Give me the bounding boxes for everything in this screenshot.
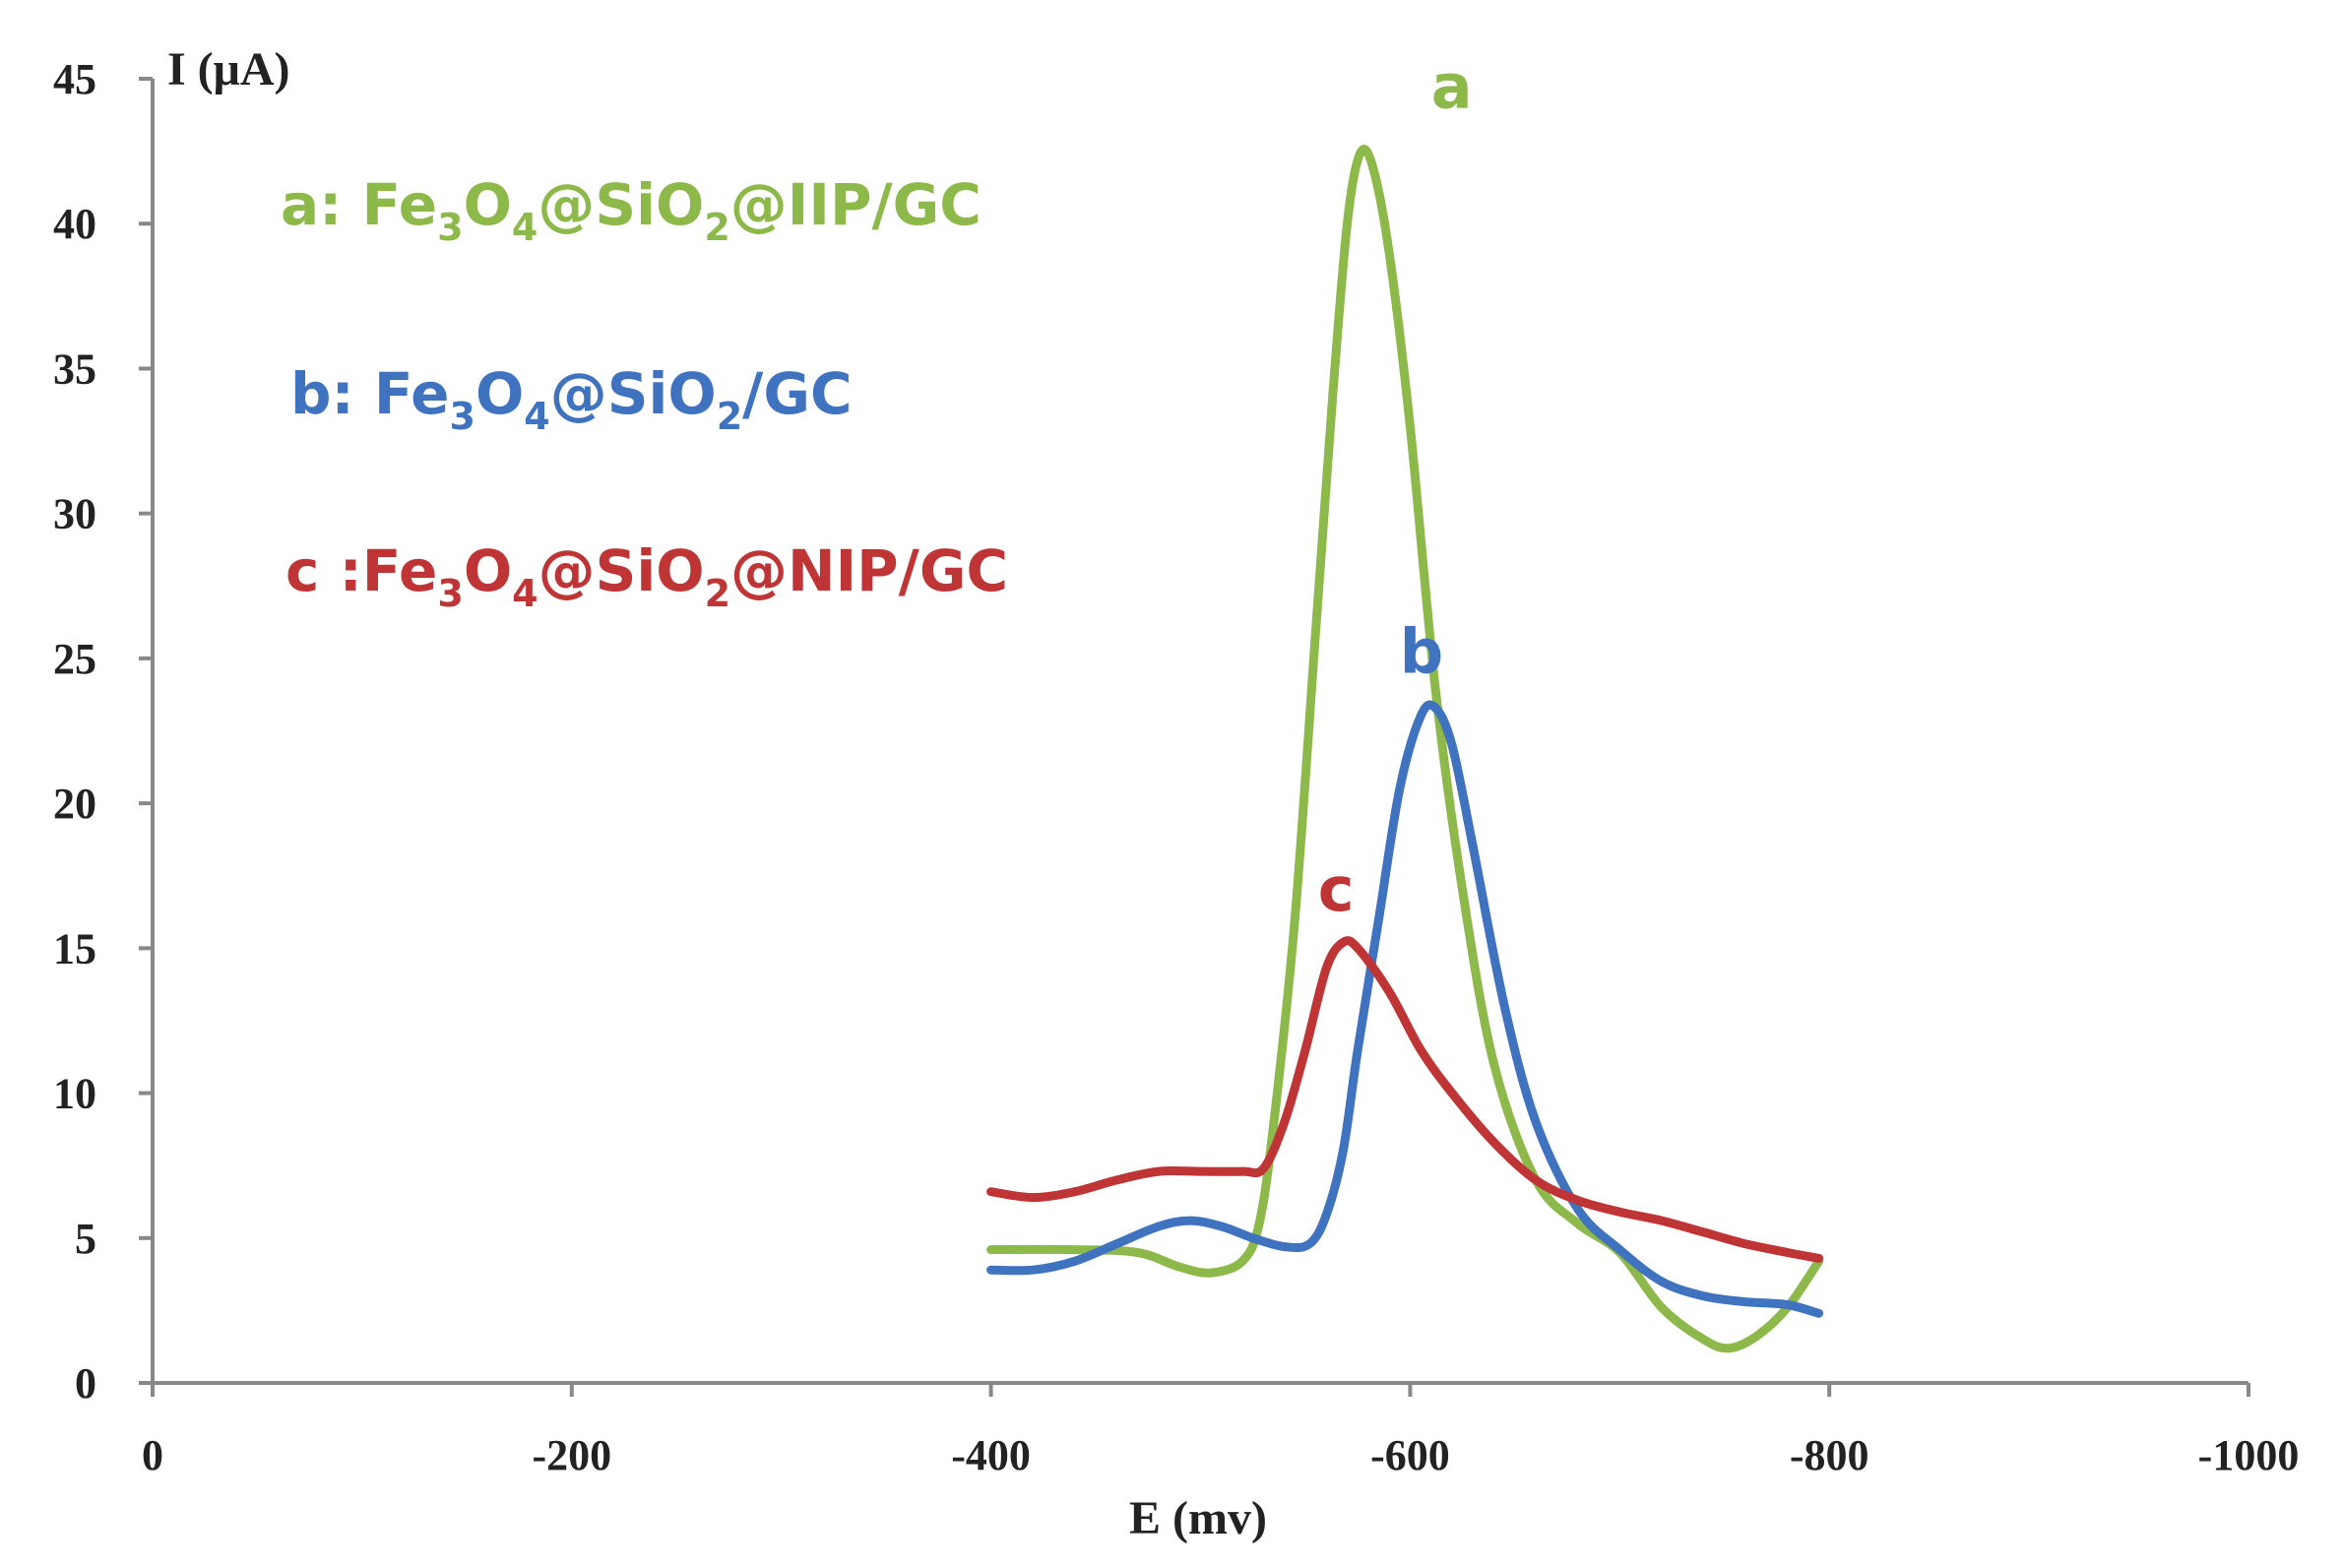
legend-text: O bbox=[475, 360, 524, 427]
legend-prefix: c : bbox=[285, 537, 362, 604]
x-axis-label: E (mv) bbox=[1129, 1492, 1267, 1544]
y-tick-label: 40 bbox=[53, 200, 96, 248]
legend-subscript: 2 bbox=[717, 395, 742, 438]
x-tick-label: -200 bbox=[532, 1431, 611, 1479]
legend-prefix: b: bbox=[290, 360, 374, 427]
series-b-label: b bbox=[1400, 616, 1443, 688]
legend-text: O bbox=[464, 171, 512, 238]
y-tick-label: 10 bbox=[53, 1070, 96, 1118]
series-c-line bbox=[986, 936, 1824, 1263]
series-a-line bbox=[986, 145, 1824, 1353]
y-tick-label: 25 bbox=[53, 635, 96, 683]
x-tick-label: -600 bbox=[1370, 1431, 1450, 1479]
series-layer: a b c bbox=[986, 50, 1824, 1353]
series-b-line bbox=[986, 700, 1824, 1318]
series-c-label: c bbox=[1318, 853, 1355, 925]
y-tick-label: 0 bbox=[75, 1359, 96, 1408]
legend-text: @NIP/GC bbox=[730, 537, 1008, 604]
y-tick-label: 15 bbox=[53, 924, 96, 972]
y-tick-label: 45 bbox=[53, 55, 96, 103]
legend-text: @IIP/GC bbox=[730, 171, 982, 238]
legend-subscript: 3 bbox=[450, 395, 475, 438]
x-tick-label: -400 bbox=[951, 1431, 1031, 1479]
legend-text: O bbox=[464, 537, 512, 604]
legend-subscript: 4 bbox=[512, 572, 538, 615]
legend-entry-b: b: Fe3O4@SiO2/GC bbox=[290, 360, 853, 438]
legend-subscript: 4 bbox=[512, 206, 538, 249]
x-tick-label: -800 bbox=[1790, 1431, 1869, 1479]
legend-text: @SiO bbox=[550, 360, 717, 427]
legend-text: Fe bbox=[362, 537, 438, 604]
y-tick-label: 5 bbox=[75, 1215, 96, 1263]
y-tick-label: 30 bbox=[53, 490, 96, 538]
x-tick-label: -1000 bbox=[2198, 1431, 2300, 1479]
y-axis: 0 5 10 15 20 25 30 35 40 45 I (μA) bbox=[53, 43, 290, 1408]
y-axis-label: I (μA) bbox=[167, 43, 290, 95]
legend-prefix: a: bbox=[281, 171, 362, 238]
legend-subscript: 2 bbox=[704, 206, 729, 249]
legend-text: Fe bbox=[362, 171, 438, 238]
legend: a: Fe3O4@SiO2@IIP/GCb: Fe3O4@SiO2/GCc :F… bbox=[281, 171, 1008, 615]
y-ticks: 0 5 10 15 20 25 30 35 40 45 bbox=[53, 55, 153, 1408]
legend-subscript: 4 bbox=[524, 395, 549, 438]
legend-entry-c: c :Fe3O4@SiO2@NIP/GC bbox=[285, 537, 1008, 615]
y-tick-label: 20 bbox=[53, 780, 96, 828]
x-ticks: 0 -200 -400 -600 -800 -1000 bbox=[142, 1383, 2299, 1479]
legend-text: @SiO bbox=[538, 171, 704, 238]
x-axis: 0 -200 -400 -600 -800 -1000 E (mv) bbox=[142, 1381, 2299, 1544]
legend-entry-a: a: Fe3O4@SiO2@IIP/GC bbox=[281, 171, 982, 249]
legend-text: /GC bbox=[742, 360, 852, 427]
legend-subscript: 3 bbox=[437, 206, 463, 249]
legend-subscript: 2 bbox=[705, 572, 730, 615]
series-a-label: a bbox=[1431, 50, 1473, 122]
legend-text: Fe bbox=[374, 360, 450, 427]
legend-text: @SiO bbox=[538, 537, 705, 604]
legend-subscript: 3 bbox=[437, 572, 463, 615]
x-tick-label: 0 bbox=[142, 1431, 163, 1479]
y-tick-label: 35 bbox=[53, 345, 96, 393]
